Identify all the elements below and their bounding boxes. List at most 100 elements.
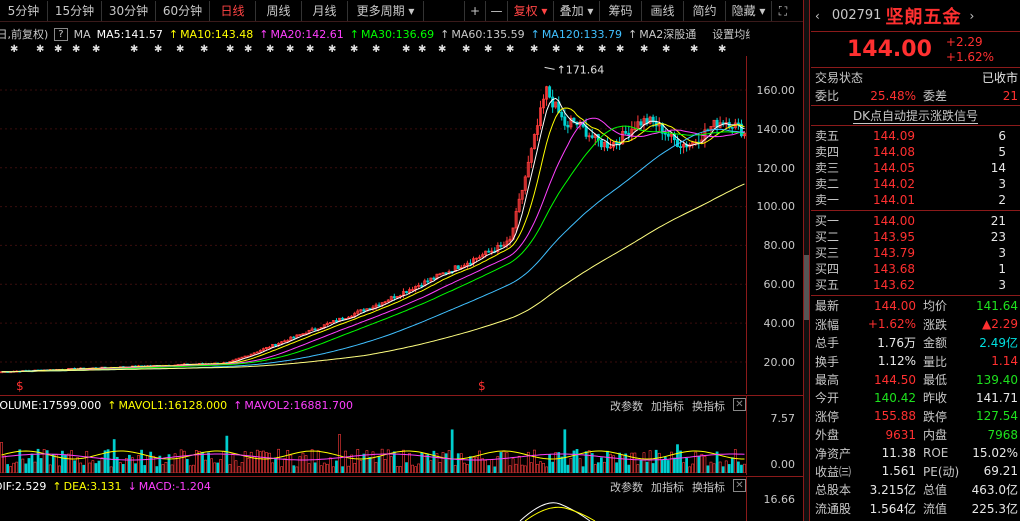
macd-trend-arrow-icon: ↓ [127,480,137,493]
ma-settings-dropdown[interactable]: 设置均线 ▾ [712,28,750,41]
volume-bar [490,459,494,473]
candle-body [353,312,357,317]
dk-signal-link-row: DK点自动提示涨跌信号 [811,106,1020,126]
next-stock-icon[interactable]: › [969,8,975,23]
macd-edit-params-button[interactable]: 改参数 [610,480,643,494]
signal-star-icon: ✱ [328,44,337,55]
panel-splitter[interactable] [803,0,810,521]
volume-bar [411,464,414,473]
volume-bar [3,455,6,473]
period-daily-tab[interactable]: 日线 [210,0,256,21]
stat-value: +1.62% [867,317,916,332]
overlay-dropdown[interactable]: 叠加 ▾ [554,0,600,21]
candle-body [679,146,683,148]
period-60min-tab[interactable]: 60分钟 [156,0,210,21]
candle-body [587,135,591,138]
kline-mode-label: K线(日,前复权) [0,28,49,41]
volume-bar [377,456,381,473]
period-weekly-tab[interactable]: 周线 [256,0,302,21]
macd-close-icon[interactable]: ✕ [733,478,746,492]
volume-bar [499,452,503,473]
volume-bar [298,456,302,473]
help-icon[interactable]: ? [54,27,68,41]
candle-body [496,245,500,252]
high-marker-label: ↑171.64 [557,63,605,76]
period-30min-tab[interactable]: 30分钟 [102,0,156,21]
candle-body [609,146,612,149]
stat-value: 11.38 [881,446,916,461]
macd-switch-indicator-button[interactable]: 换指标 [692,480,725,494]
stat-value: 2.49亿 [979,336,1018,351]
bids-price: 144.00 [873,213,915,228]
asks-label: 卖二 [815,177,840,192]
asks-volume: 5 [998,144,1006,159]
macd-add-indicator-button[interactable]: 加指标 [651,480,684,494]
candle-body [514,211,518,229]
vol-switch-indicator-button[interactable]: 换指标 [692,399,725,413]
volume-bar [615,462,618,473]
simple-mode-button[interactable]: 简约 [684,0,726,21]
stat-value: 7968 [987,427,1018,442]
zoom-out-icon[interactable]: — [486,0,508,21]
signal-star-icon: ✱ [718,44,727,55]
period-15min-tab[interactable]: 15分钟 [48,0,102,21]
status-value: 已收市 [981,70,1018,85]
volume-bar [246,458,250,473]
signal-star-icon: ✱ [92,44,101,55]
ma-trend-arrow-icon: ↑ [168,28,179,41]
more-periods-dropdown[interactable]: 更多周期 ▾ [348,0,424,21]
candle-body [478,256,482,259]
vol-edit-params-button[interactable]: 改参数 [610,399,643,413]
vol-add-indicator-button[interactable]: 加指标 [651,399,684,413]
volume-bar [688,466,692,473]
volume-bar [18,449,22,473]
ma-value-1: MA10:143.48 [180,28,254,41]
volume-bar [191,464,195,473]
volume-bar [237,466,241,473]
period-5min-tab[interactable]: 5分钟 [0,0,48,21]
volume-bar [316,450,320,473]
signal-star-icon: ✱ [530,44,539,55]
volume-bar [149,451,153,473]
prev-stock-icon[interactable]: ‹ [815,8,820,23]
kline-chart[interactable]: ↑171.64 $ $ [0,56,746,394]
volume-bar [24,463,28,473]
asks-label: 卖四 [815,145,840,160]
stat-value: 1.76万 [877,336,916,351]
stat-label: 涨幅 [815,317,840,332]
adjust-dropdown[interactable]: 复权 ▾ [508,0,554,21]
zoom-in-icon[interactable]: + [464,0,486,21]
last-price: 144.00 [847,37,932,62]
volume-bar [231,453,235,473]
fullscreen-icon[interactable]: ⛶ [778,3,788,18]
volume-indicator-bar: VOLUME:17599.000 ↑ MAVOL1:16128.000 ↑ MAVOL2… [0,395,750,415]
volume-bar [170,464,174,473]
splitter-grip[interactable] [804,255,809,320]
volume-bar [362,453,366,473]
volume-bar [383,459,387,473]
macd-chart[interactable] [0,496,746,521]
volume-bar [85,450,89,473]
draw-line-button[interactable]: 画线 [642,0,684,21]
stat-label: 昨收 [923,391,948,406]
candle-body [633,128,637,131]
volume-bar [654,449,658,473]
hide-dropdown[interactable]: 隐藏 ▾ [726,0,772,21]
volume-bar [128,454,131,473]
volume-bar [91,460,95,473]
candle-body [389,296,393,301]
signal-star-icon: ✱ [506,44,515,55]
volume-bar [709,461,713,473]
vol-close-icon[interactable]: ✕ [733,397,746,411]
signal-star-icon: ✱ [176,44,185,55]
period-monthly-tab[interactable]: 月线 [302,0,348,21]
volume-chart[interactable] [0,415,746,473]
dk-signal-link[interactable]: DK点自动提示涨跌信号 [852,108,979,124]
volume-bar [249,451,253,473]
stock-name: 坚朗五金 [885,6,962,28]
stat-label: 涨停 [815,409,840,424]
chips-button[interactable]: 筹码 [600,0,642,21]
candle-body [523,176,527,191]
ma-value-4: MA60:135.59 [451,28,525,41]
vol-axis-top: 7.57 [770,412,796,425]
